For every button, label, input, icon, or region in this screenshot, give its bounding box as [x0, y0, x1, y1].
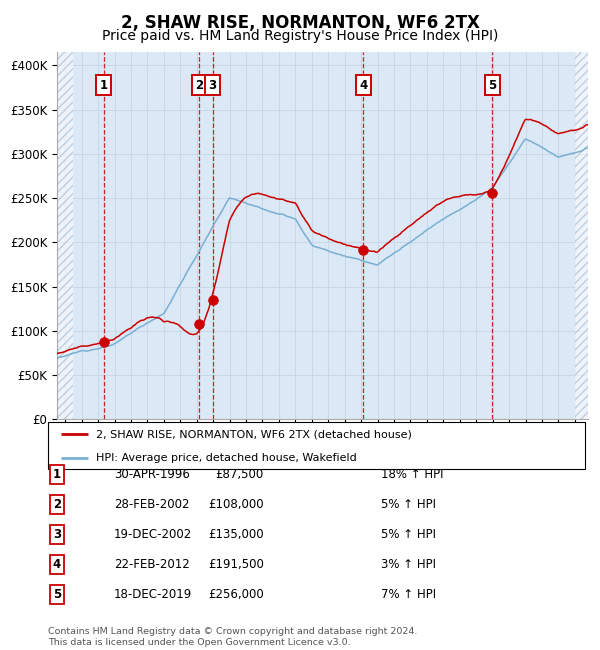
Text: 2: 2 — [53, 498, 61, 511]
Text: 18% ↑ HPI: 18% ↑ HPI — [381, 468, 443, 481]
Text: 4: 4 — [359, 79, 368, 92]
Text: Price paid vs. HM Land Registry's House Price Index (HPI): Price paid vs. HM Land Registry's House … — [102, 29, 498, 44]
Text: 5: 5 — [53, 588, 61, 601]
Text: 1: 1 — [100, 79, 107, 92]
Text: £135,000: £135,000 — [208, 528, 264, 541]
Text: 2: 2 — [196, 79, 203, 92]
Text: HPI: Average price, detached house, Wakefield: HPI: Average price, detached house, Wake… — [97, 452, 357, 463]
Text: 28-FEB-2002: 28-FEB-2002 — [114, 498, 190, 511]
Text: 5% ↑ HPI: 5% ↑ HPI — [381, 528, 436, 541]
Text: £108,000: £108,000 — [208, 498, 264, 511]
Text: 19-DEC-2002: 19-DEC-2002 — [114, 528, 192, 541]
Text: 22-FEB-2012: 22-FEB-2012 — [114, 558, 190, 571]
Text: 5% ↑ HPI: 5% ↑ HPI — [381, 498, 436, 511]
Text: 3% ↑ HPI: 3% ↑ HPI — [381, 558, 436, 571]
Text: 7% ↑ HPI: 7% ↑ HPI — [381, 588, 436, 601]
Text: £87,500: £87,500 — [216, 468, 264, 481]
Text: 18-DEC-2019: 18-DEC-2019 — [114, 588, 192, 601]
Text: £191,500: £191,500 — [208, 558, 264, 571]
Text: 30-APR-1996: 30-APR-1996 — [114, 468, 190, 481]
Text: 3: 3 — [209, 79, 217, 92]
Text: 5: 5 — [488, 79, 496, 92]
Text: 1: 1 — [53, 468, 61, 481]
Text: Contains HM Land Registry data © Crown copyright and database right 2024.
This d: Contains HM Land Registry data © Crown c… — [48, 627, 418, 647]
Text: 3: 3 — [53, 528, 61, 541]
Text: 2, SHAW RISE, NORMANTON, WF6 2TX: 2, SHAW RISE, NORMANTON, WF6 2TX — [121, 14, 479, 32]
Text: 2, SHAW RISE, NORMANTON, WF6 2TX (detached house): 2, SHAW RISE, NORMANTON, WF6 2TX (detach… — [97, 429, 412, 439]
FancyBboxPatch shape — [48, 422, 585, 469]
Text: £256,000: £256,000 — [208, 588, 264, 601]
Text: 4: 4 — [53, 558, 61, 571]
